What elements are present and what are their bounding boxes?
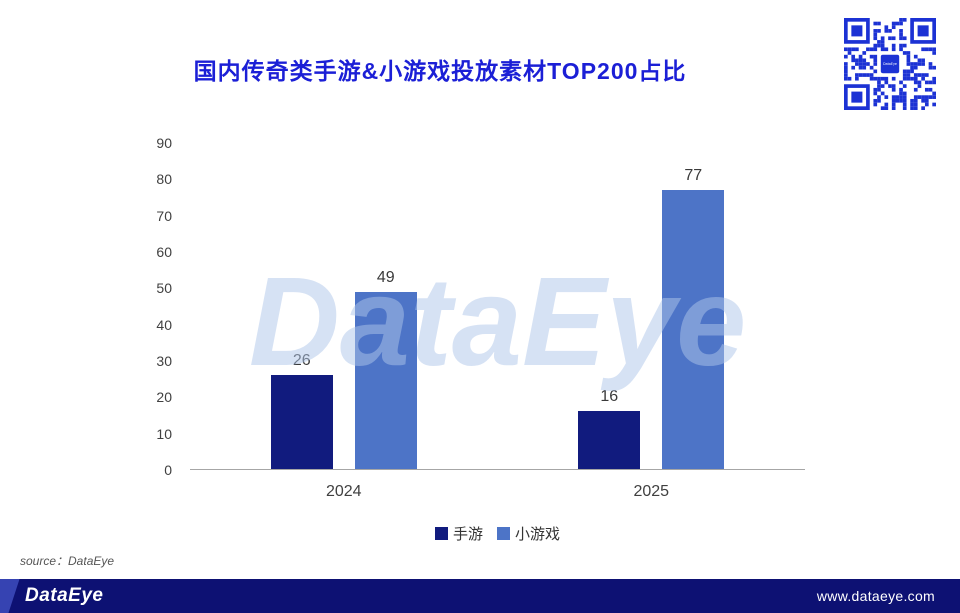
- x-tick-label: 2025: [633, 483, 670, 500]
- legend-swatch: [434, 527, 448, 540]
- bar-value-label: 26: [292, 351, 311, 369]
- legend-item: 小游戏: [497, 523, 560, 544]
- bar-value-label: 49: [376, 268, 395, 286]
- dataeye-logo: DataEye: [25, 585, 104, 606]
- y-tick-label: 80: [156, 171, 172, 188]
- y-tick-label: 0: [164, 462, 172, 478]
- y-axis: 0 10 20 30 40 50 60 70 80 90: [140, 135, 178, 478]
- bar-value-label: 77: [684, 167, 703, 185]
- y-tick-label: 40: [156, 316, 172, 333]
- bar-with-label: 26: [270, 143, 333, 469]
- y-tick-label: 90: [156, 135, 172, 151]
- y-tick-label: 30: [156, 353, 172, 370]
- legend-label: 手游: [452, 526, 483, 543]
- x-tick-label: 2024: [325, 483, 362, 500]
- bar-group: 26 49: [270, 143, 417, 469]
- bar-小游戏: [662, 190, 725, 469]
- bar-with-label: 16: [578, 143, 641, 469]
- qr-code-icon: DataEye: [844, 18, 936, 110]
- svg-text:DataEye: DataEye: [883, 62, 897, 66]
- y-tick-label: 60: [156, 244, 172, 261]
- bar-value-label: 16: [600, 388, 619, 406]
- x-axis: 2024 2025: [190, 483, 805, 501]
- y-tick-label: 70: [156, 207, 172, 224]
- chart-title: 国内传奇类手游&小游戏投放素材TOP200占比: [193, 58, 687, 84]
- legend-label: 小游戏: [515, 526, 561, 543]
- y-tick-label: 50: [156, 280, 172, 297]
- plot-area: 26 49 16 77: [190, 143, 805, 470]
- bar-chart: DataEye 0 10 20 30 40 50 60 70 80 90 26 49 16 77 202…: [156, 135, 805, 543]
- y-tick-label: 20: [156, 389, 172, 406]
- bar-with-label: 49: [354, 143, 417, 469]
- footer-bar: DataEye www.dataeye.com: [0, 579, 960, 613]
- qr-code: DataEye: [844, 18, 936, 110]
- bar-小游戏: [354, 291, 417, 469]
- legend-swatch: [497, 527, 510, 540]
- website-link[interactable]: www.dataeye.com: [816, 588, 935, 604]
- bars-row: 26 49 16 77: [190, 143, 805, 469]
- bar-手游: [578, 411, 641, 469]
- y-tick-label: 10: [156, 425, 172, 442]
- bar-group: 16 77: [578, 143, 725, 469]
- source-note: source：DataEye: [20, 554, 115, 568]
- legend-item: 手游: [434, 523, 483, 544]
- bar-with-label: 77: [662, 143, 725, 469]
- footer-accent: [0, 579, 20, 613]
- bar-手游: [270, 374, 333, 469]
- legend: 手游 小游戏: [190, 523, 805, 544]
